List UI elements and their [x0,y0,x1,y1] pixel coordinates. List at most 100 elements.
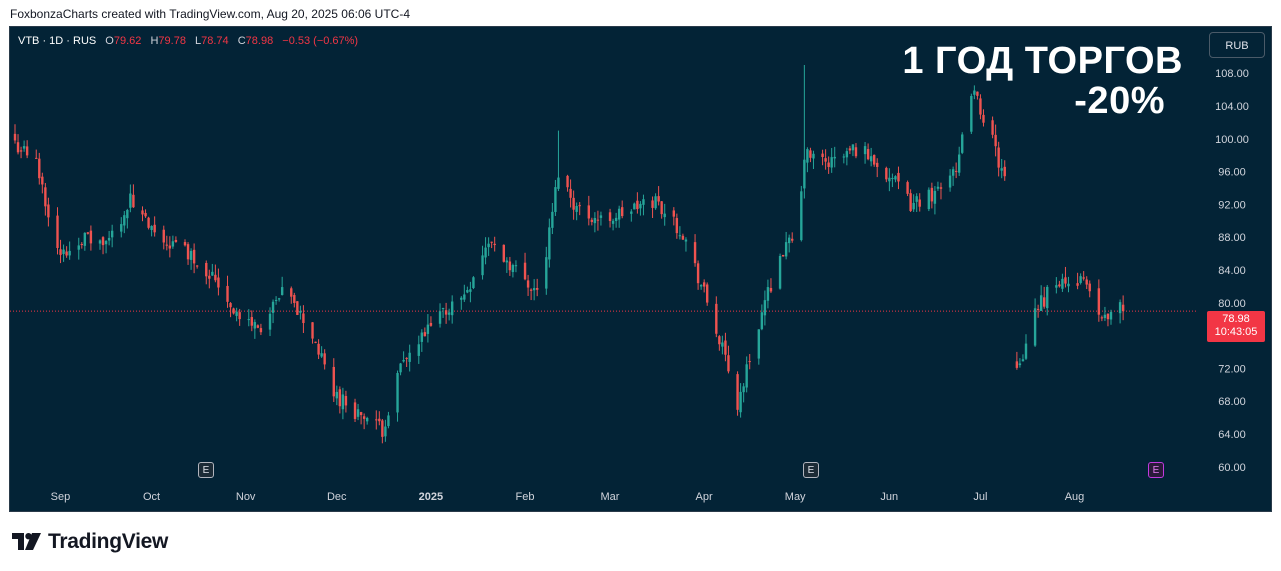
candle[interactable] [718,335,721,351]
candle[interactable] [271,299,275,324]
candle[interactable] [466,286,469,294]
candle[interactable] [699,284,703,290]
candle[interactable] [1076,272,1079,290]
candle[interactable] [1064,266,1067,288]
symbol-label[interactable]: VTB · 1D · RUS [18,35,97,47]
candle[interactable] [915,193,918,212]
candle[interactable] [706,282,709,306]
candle[interactable] [620,200,624,219]
candle[interactable] [235,307,238,322]
candle[interactable] [19,146,23,159]
candle[interactable] [192,243,196,274]
candle[interactable] [991,116,994,139]
candle[interactable] [891,173,894,188]
candle[interactable] [851,144,855,157]
candle[interactable] [62,244,65,262]
candle[interactable] [660,201,663,219]
candle[interactable] [38,152,41,185]
candle[interactable] [848,145,852,155]
candle[interactable] [141,206,144,222]
candle[interactable] [769,278,773,294]
candle[interactable] [208,269,211,289]
candle[interactable] [381,419,384,444]
candle[interactable] [444,302,448,324]
candle[interactable] [153,216,156,237]
candle[interactable] [791,232,794,243]
candle[interactable] [997,141,1000,177]
candle[interactable] [757,329,761,365]
candle[interactable] [238,308,241,326]
candle[interactable] [684,237,688,252]
candle[interactable] [120,217,123,238]
candle[interactable] [211,263,214,276]
candle[interactable] [933,186,937,215]
candle[interactable] [833,146,836,168]
candle[interactable] [809,147,812,163]
candle[interactable] [912,194,915,212]
candle[interactable] [572,190,575,220]
candle[interactable] [123,210,126,234]
candle[interactable] [317,339,320,360]
candle[interactable] [888,168,891,192]
candle[interactable] [678,226,682,240]
candle[interactable] [1118,299,1122,324]
candle[interactable] [532,279,536,301]
candle[interactable] [22,140,26,152]
candle[interactable] [171,235,175,249]
candle[interactable] [639,201,642,216]
candle[interactable] [514,260,518,273]
candle[interactable] [1055,277,1058,294]
candle[interactable] [812,150,815,170]
candle[interactable] [535,278,539,297]
candle[interactable] [362,413,366,430]
candle[interactable] [77,237,80,260]
candle[interactable] [803,65,806,199]
candle[interactable] [302,305,305,333]
candle[interactable] [1003,160,1006,181]
candle[interactable] [110,224,114,248]
candle[interactable] [830,148,833,173]
candle[interactable] [636,192,639,214]
candle[interactable] [548,218,551,268]
candle[interactable] [290,286,293,304]
candle[interactable] [353,398,357,422]
candle[interactable] [894,175,897,183]
candle[interactable] [973,85,976,100]
candle[interactable] [763,290,767,326]
candle[interactable] [596,210,600,231]
candle[interactable] [344,390,348,413]
candle[interactable] [954,162,958,179]
candle[interactable] [1082,271,1085,281]
candle[interactable] [824,149,827,170]
candle[interactable] [739,383,742,418]
candle[interactable] [876,158,879,178]
candle[interactable] [314,341,317,344]
candle[interactable] [511,263,515,278]
candle[interactable] [951,166,955,186]
candle[interactable] [268,307,272,337]
candle[interactable] [250,310,254,332]
candle[interactable] [205,260,208,285]
candle[interactable] [784,231,788,260]
candle[interactable] [438,303,442,328]
candle[interactable] [147,216,150,230]
candle[interactable] [866,143,870,161]
candle[interactable] [721,335,724,355]
candle[interactable] [183,239,187,247]
candle[interactable] [186,242,190,265]
candle[interactable] [970,93,973,134]
candle[interactable] [885,166,888,183]
candle[interactable] [168,236,172,258]
candle[interactable] [523,252,527,281]
candle[interactable] [280,276,284,296]
candle[interactable] [396,370,399,422]
candle[interactable] [293,292,296,308]
candle[interactable] [778,253,782,290]
candlestick-plot[interactable]: 108.00 104.00 100.00 96.00 92.00 88.00 84.00 80… [10,27,1271,511]
candle[interactable] [927,187,931,212]
candle[interactable] [89,225,93,251]
candle[interactable] [217,268,220,296]
candle[interactable] [1067,276,1070,293]
candle[interactable] [982,109,985,127]
candle[interactable] [505,257,509,273]
